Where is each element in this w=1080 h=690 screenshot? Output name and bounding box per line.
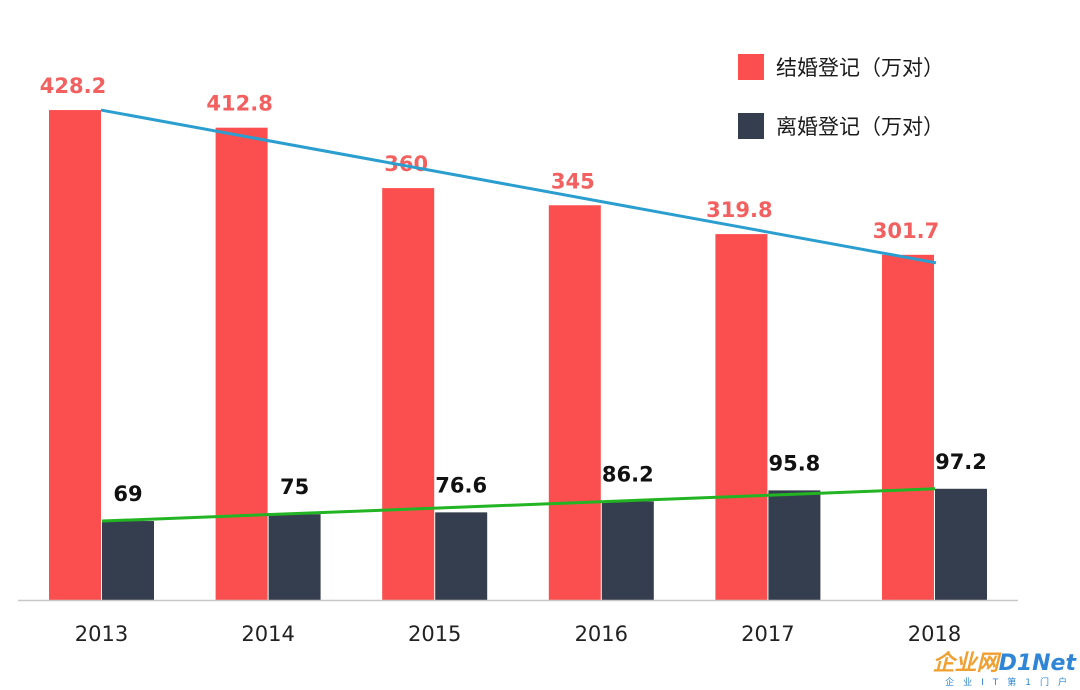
watermark-prefix: 企业网 — [932, 651, 999, 676]
bar-marriage-2018 — [882, 254, 934, 600]
bar-divorce-2018 — [935, 488, 987, 600]
bar-divorce-2017 — [768, 490, 821, 600]
legend-swatch-marriage — [738, 54, 764, 80]
data-label-divorce-2014: 75 — [280, 475, 309, 499]
bar-divorce-2014 — [268, 514, 321, 600]
x-tick-label-2017: 2017 — [741, 622, 794, 646]
bar-divorce-2013 — [102, 521, 154, 600]
bar-marriage-2013 — [49, 110, 101, 600]
legend-swatch-divorce — [738, 113, 764, 139]
bar-divorce-2016 — [601, 501, 654, 600]
legend-item-divorce: 离婚登记（万对） — [738, 111, 944, 141]
watermark-suffix: D1Net — [998, 651, 1076, 676]
legend: 结婚登记（万对） 离婚登记（万对） — [738, 52, 944, 170]
trend-line-marriage — [100, 108, 937, 265]
data-label-marriage-2013: 428.2 — [40, 74, 106, 98]
x-tick-label-2015: 2015 — [408, 622, 461, 646]
legend-item-marriage: 结婚登记（万对） — [738, 52, 944, 82]
data-label-marriage-2016: 345 — [551, 169, 595, 193]
data-label-marriage-2018: 301.7 — [873, 219, 939, 243]
bar-marriage-2017 — [715, 234, 768, 601]
bar-marriage-2015 — [382, 188, 435, 600]
data-label-divorce-2013: 69 — [113, 482, 142, 506]
x-tick-label-2014: 2014 — [241, 622, 294, 646]
data-label-divorce-2016: 86.2 — [602, 462, 654, 486]
data-label-marriage-2014: 412.8 — [206, 92, 272, 116]
x-tick-label-2016: 2016 — [575, 622, 628, 646]
bar-marriage-2014 — [215, 127, 268, 601]
bar-divorce-2015 — [435, 512, 488, 600]
data-label-marriage-2017: 319.8 — [706, 198, 772, 222]
data-label-divorce-2018: 97.2 — [935, 450, 987, 474]
x-tick-label-2018: 2018 — [908, 622, 961, 646]
watermark-subtitle: 企业IT第1门户 — [945, 678, 1076, 688]
trend-line-divorce — [101, 487, 936, 523]
data-label-divorce-2015: 76.6 — [435, 473, 487, 497]
legend-label-marriage: 结婚登记（万对） — [776, 56, 944, 80]
watermark-title: 企业网D1Net — [933, 645, 1076, 677]
x-tick-label-2013: 2013 — [75, 622, 128, 646]
bar-marriage-2016 — [548, 205, 601, 601]
data-label-divorce-2017: 95.8 — [768, 451, 820, 475]
legend-label-divorce: 离婚登记（万对） — [776, 115, 944, 139]
watermark-logo: 企业网D1Net 企业IT第1门户 — [933, 645, 1076, 688]
